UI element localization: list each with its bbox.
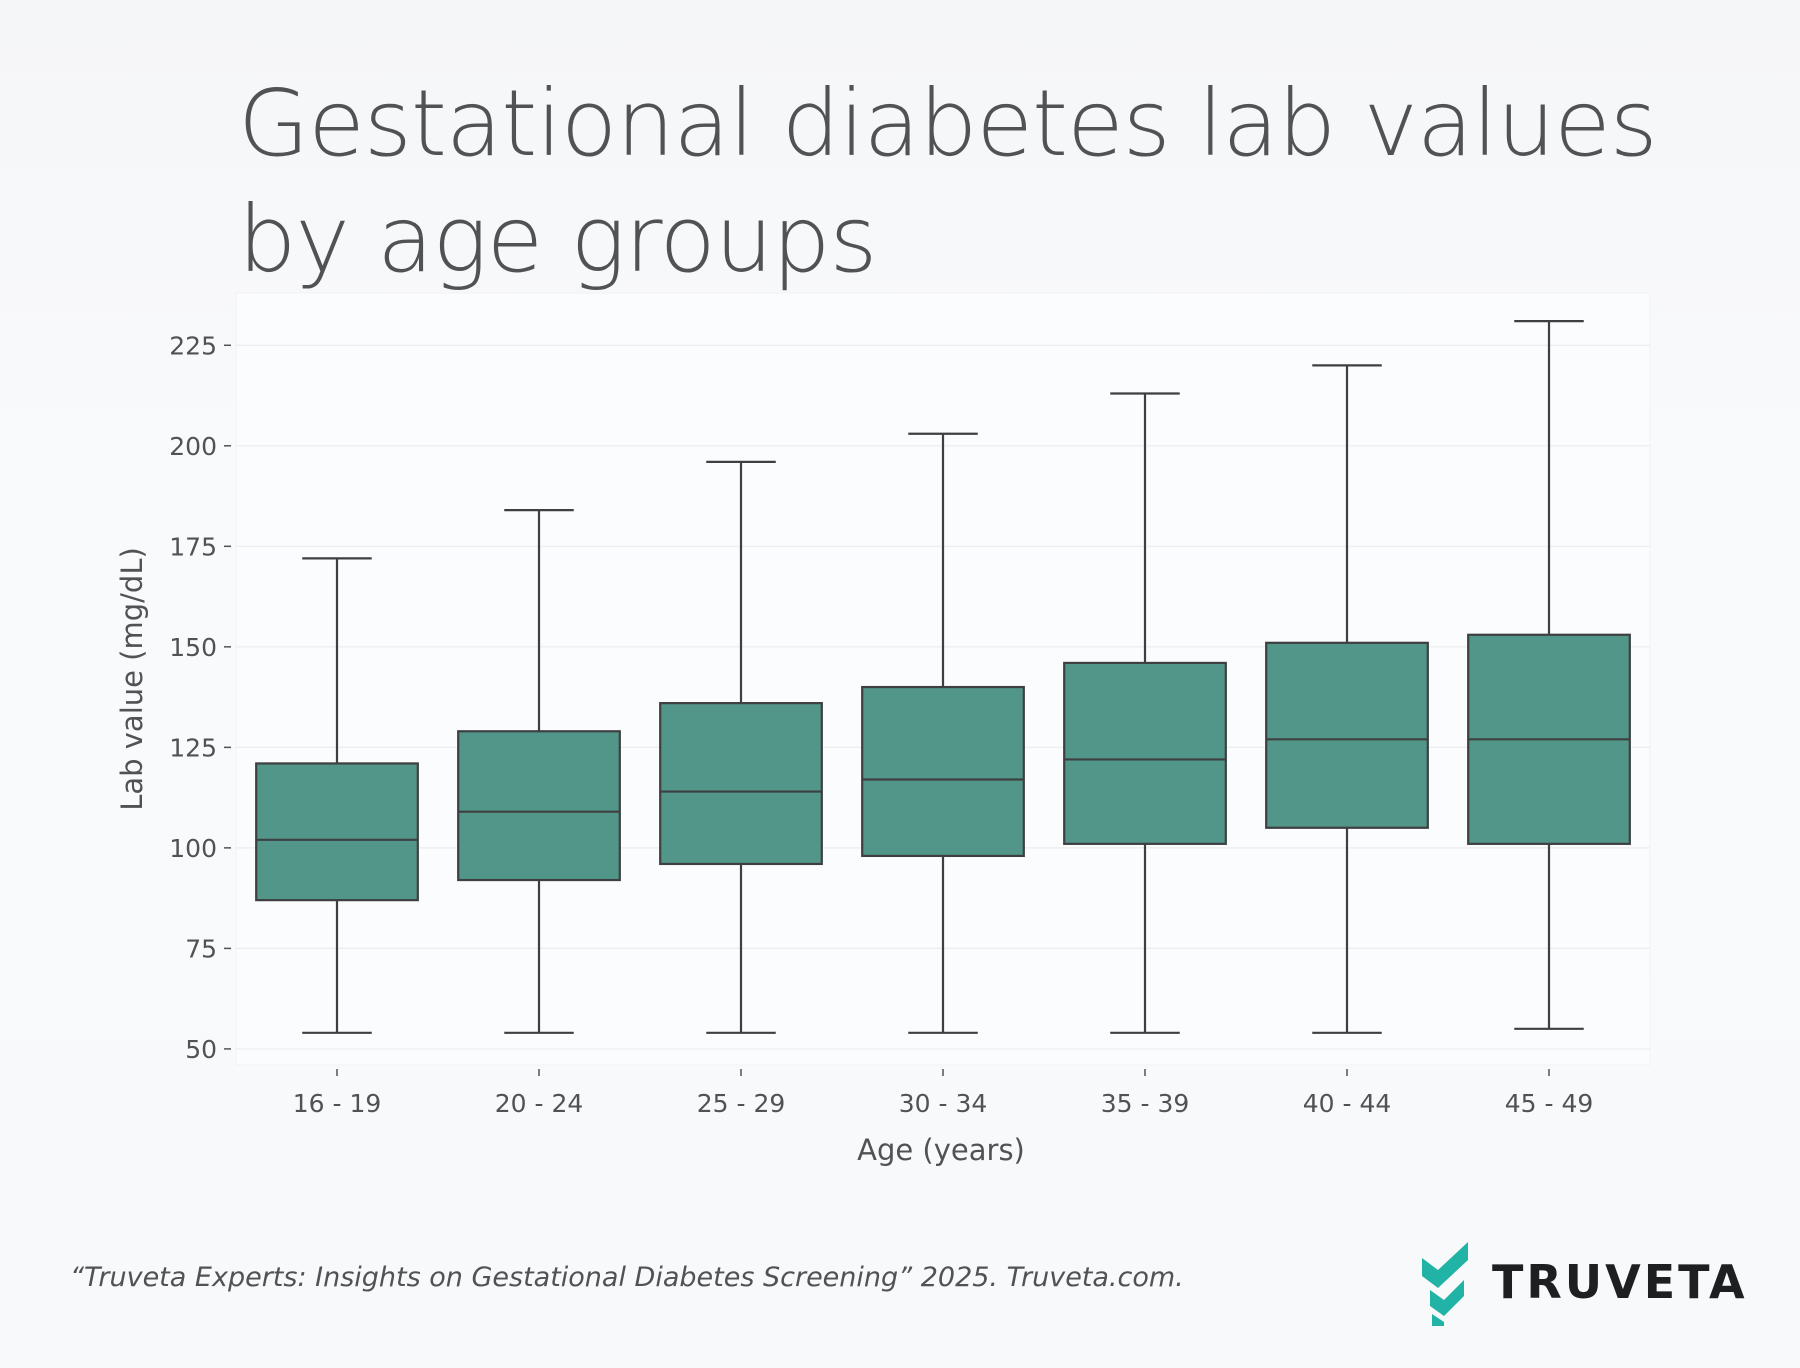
iqr-box: [1064, 663, 1226, 844]
x-tick-label: 35 - 39: [1101, 1089, 1190, 1118]
iqr-box: [458, 731, 620, 880]
source-citation: “Truveta Experts: Insights on Gestationa…: [70, 1262, 1184, 1293]
y-tick-label: 50: [185, 1035, 217, 1064]
iqr-box: [256, 763, 418, 900]
brand-name: TRUVETA: [1492, 1255, 1748, 1309]
x-tick-label: 45 - 49: [1505, 1089, 1594, 1118]
x-tick-label: 30 - 34: [899, 1089, 988, 1118]
y-tick-label: 125: [169, 733, 217, 762]
y-tick-label: 175: [169, 532, 217, 561]
y-tick-label: 75: [185, 934, 217, 963]
x-tick-label: 40 - 44: [1303, 1089, 1392, 1118]
x-tick-label: 25 - 29: [697, 1089, 786, 1118]
y-tick-label: 225: [169, 331, 217, 360]
iqr-box: [1266, 643, 1428, 828]
y-axis-label: Lab value (mg/dL): [115, 547, 149, 811]
y-tick-label: 200: [169, 432, 217, 461]
x-tick-label: 16 - 19: [293, 1089, 382, 1118]
truveta-chevron-logo-icon: [1422, 1242, 1468, 1326]
y-tick-label: 150: [169, 633, 217, 662]
iqr-box: [660, 703, 822, 864]
iqr-box: [862, 687, 1024, 856]
y-tick-label: 100: [169, 834, 217, 863]
x-tick-label: 20 - 24: [495, 1089, 584, 1118]
x-axis-label: Age (years): [857, 1133, 1025, 1167]
